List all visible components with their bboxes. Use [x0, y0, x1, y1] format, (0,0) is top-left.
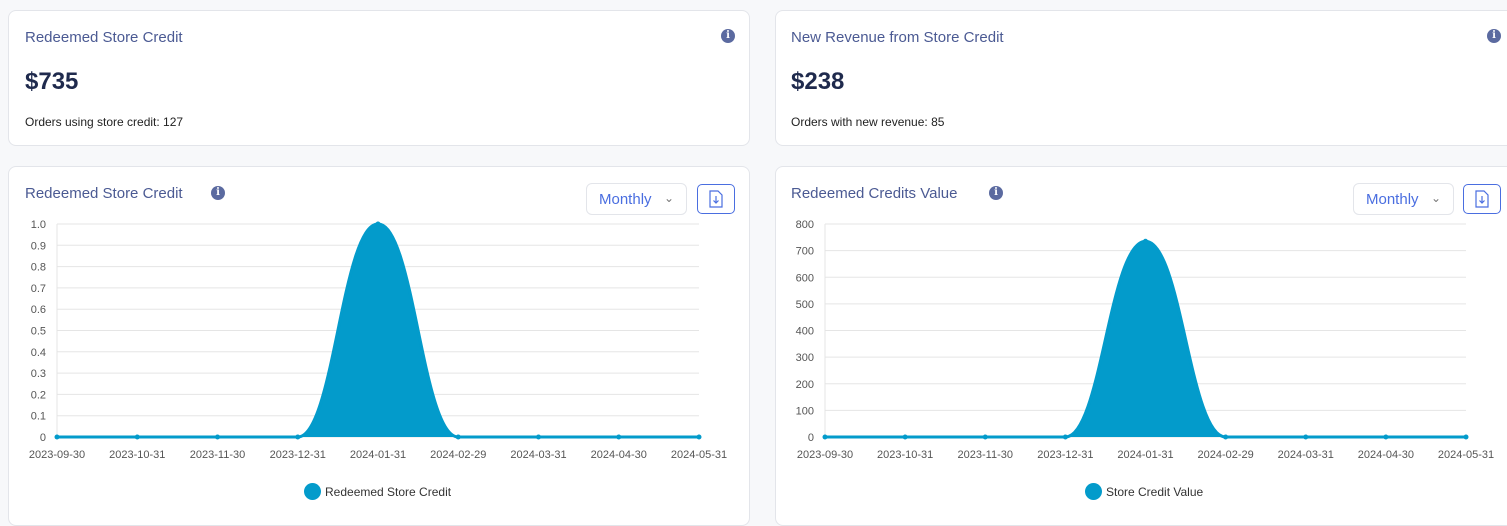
y-tick-label: 0	[808, 432, 814, 444]
legend-item[interactable]: Store Credit Value	[1085, 483, 1203, 500]
x-tick-label: 2023-11-30	[958, 449, 1013, 461]
kpi-sub: Orders with new revenue: 85	[791, 115, 945, 129]
file-download-icon	[1475, 190, 1489, 208]
kpi-title: Redeemed Store Credit	[25, 29, 183, 46]
info-icon[interactable]: i	[721, 29, 735, 43]
x-tick-label: 2024-04-30	[1358, 449, 1414, 461]
data-point	[1223, 434, 1229, 440]
x-tick-label: 2024-02-29	[1197, 449, 1253, 461]
x-tick-label: 2024-01-31	[350, 449, 406, 461]
data-point	[1062, 434, 1068, 440]
data-point	[375, 221, 381, 227]
y-tick-label: 0.9	[31, 240, 46, 252]
data-point	[696, 434, 702, 440]
y-tick-label: 0.1	[31, 411, 46, 423]
x-tick-label: 2024-05-31	[671, 449, 727, 461]
data-point	[1143, 238, 1148, 244]
period-select[interactable]: Monthly ⌄	[586, 183, 687, 215]
period-select[interactable]: Monthly ⌄	[1353, 183, 1454, 215]
y-tick-label: 200	[796, 379, 814, 391]
info-icon[interactable]: i	[1487, 29, 1501, 43]
download-button[interactable]	[697, 184, 735, 214]
data-point	[902, 434, 908, 440]
data-point	[455, 434, 461, 440]
data-point	[616, 434, 622, 440]
x-tick-label: 2024-03-31	[510, 449, 566, 461]
kpi-title: New Revenue from Store Credit	[791, 29, 1004, 46]
legend-label: Store Credit Value	[1106, 484, 1204, 499]
y-tick-label: 0.8	[31, 262, 46, 274]
kpi-value: $735	[25, 68, 79, 95]
data-point	[1463, 434, 1469, 440]
data-point	[295, 434, 301, 440]
x-tick-label: 2023-12-31	[1037, 449, 1093, 461]
chevron-down-icon: ⌄	[1430, 191, 1441, 205]
y-tick-label: 0	[40, 432, 46, 444]
y-tick-label: 0.2	[31, 389, 46, 401]
y-tick-label: 400	[796, 326, 814, 338]
series-area	[825, 241, 1466, 437]
y-tick-label: 500	[796, 299, 814, 311]
data-point	[134, 434, 140, 440]
file-download-icon	[709, 190, 723, 208]
x-tick-label: 2023-09-30	[29, 449, 85, 461]
charts-canvas: 0 0.1 0.2 0.3 0.4 0.5 0.6 0.7 0.8 0.9 1.0 2023-09-3…	[29, 219, 1494, 461]
period-value: Monthly	[599, 191, 652, 208]
kpi-value: $238	[791, 68, 845, 95]
chart-title: Redeemed Store Credit	[25, 185, 183, 202]
y-tick-label: 700	[796, 246, 814, 258]
info-icon[interactable]: i	[989, 186, 1003, 200]
x-tick-label: 2023-09-30	[797, 449, 853, 461]
x-tick-label: 2023-10-31	[877, 449, 933, 461]
y-tick-label: 100	[796, 405, 814, 417]
data-point	[54, 434, 60, 440]
x-tick-label: 2024-04-30	[591, 449, 647, 461]
data-point	[536, 434, 541, 440]
period-value: Monthly	[1366, 191, 1419, 208]
x-tick-label: 2023-10-31	[109, 449, 165, 461]
data-point	[215, 434, 220, 440]
y-tick-label: 0.5	[31, 326, 46, 338]
y-tick-label: 800	[796, 219, 814, 231]
y-tick-label: 600	[796, 272, 814, 284]
x-tick-label: 2024-03-31	[1278, 449, 1334, 461]
y-tick-label: 0.7	[31, 283, 46, 295]
y-tick-label: 300	[796, 352, 814, 364]
legend-item[interactable]: Redeemed Store Credit	[304, 483, 451, 500]
y-tick-label: 1.0	[31, 219, 46, 231]
data-point	[1383, 434, 1389, 440]
data-point	[822, 434, 828, 440]
kpi-card-revenue: New Revenue from Store Credit i $238 Ord…	[775, 10, 1507, 146]
data-point	[1303, 434, 1309, 440]
kpi-sub: Orders using store credit: 127	[25, 115, 184, 129]
data-point	[982, 434, 988, 440]
info-icon[interactable]: i	[211, 186, 225, 200]
chart-title: Redeemed Credits Value	[791, 185, 958, 202]
legend-swatch	[1085, 483, 1102, 500]
x-tick-label: 2023-11-30	[190, 449, 245, 461]
x-tick-label: 2024-01-31	[1117, 449, 1173, 461]
x-tick-label: 2024-02-29	[430, 449, 486, 461]
legend-label: Redeemed Store Credit	[325, 484, 452, 499]
chevron-down-icon: ⌄	[663, 191, 674, 205]
x-tick-label: 2023-12-31	[270, 449, 326, 461]
y-tick-label: 0.6	[31, 304, 46, 316]
download-button[interactable]	[1463, 184, 1501, 214]
kpi-card-redeemed: Redeemed Store Credit i $735 Orders usin…	[8, 10, 750, 146]
y-tick-label: 0.4	[31, 347, 46, 359]
y-tick-label: 0.3	[31, 368, 46, 380]
series-area	[57, 224, 699, 437]
x-tick-label: 2024-05-31	[1438, 449, 1494, 461]
legend-swatch	[304, 483, 321, 500]
